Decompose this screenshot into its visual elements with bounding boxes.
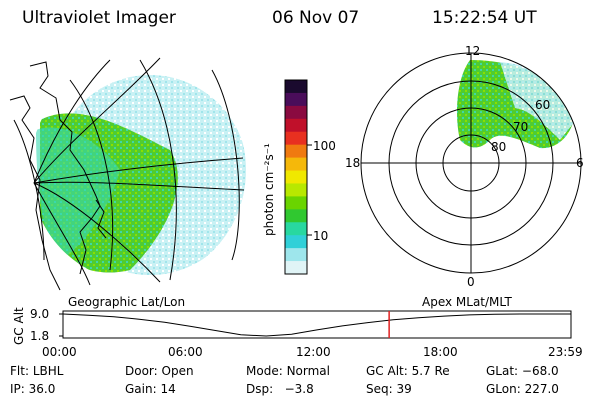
polar-plot (360, 52, 582, 274)
geo-auroral-image (36, 75, 246, 275)
instrument-title: Ultraviolet Imager (22, 8, 176, 28)
time-tick-1800: 18:00 (423, 345, 458, 359)
colorbar-segment (285, 170, 307, 184)
info-value: −68.0 (521, 364, 559, 378)
info-field: GLat: −68.0 (486, 364, 559, 378)
info-key: Mode: (246, 364, 287, 378)
colorbar-segment (285, 131, 307, 146)
info-field: Door: Open (125, 364, 194, 378)
time-tick-2359: 23:59 (548, 345, 583, 359)
colorbar-segment (285, 157, 307, 172)
info-field: GC Alt: 5.7 Re (366, 364, 450, 378)
apex-label: Apex MLat/MLT (422, 295, 512, 309)
colorbar-segment (285, 118, 307, 133)
info-key: Seq: (366, 382, 397, 396)
info-field: Gain: 14 (125, 382, 176, 396)
mlt-label-18: 18 (345, 156, 361, 170)
time-tick-0600: 06:00 (168, 345, 203, 359)
colorbar-segment (285, 196, 307, 210)
colorbar-segment (285, 222, 307, 236)
image-time: 15:22:54 UT (432, 8, 537, 28)
time-tick-1200: 12:00 (296, 345, 331, 359)
info-value: 5.7 Re (411, 364, 450, 378)
info-value: LBHL (32, 364, 64, 378)
mlat-ring-80: 80 (491, 140, 507, 154)
geo-grid (13, 57, 245, 286)
coastlines (9, 61, 107, 291)
alt-tick-9: 9.0 (30, 307, 50, 321)
info-value: 227.0 (524, 382, 559, 396)
mlat-ring-60: 60 (535, 98, 551, 112)
info-value: 36.0 (28, 382, 56, 396)
info-field: Seq: 39 (366, 382, 412, 396)
colorbar-unit: photon cm⁻²s⁻¹ (262, 143, 276, 236)
alt-tick-1-8: 1.8 (30, 329, 50, 343)
image-date: 06 Nov 07 (272, 8, 360, 28)
colorbar-segment (285, 105, 307, 120)
colorbar-segment (285, 248, 307, 262)
colorbar-segment (285, 92, 307, 107)
mlt-label-12: 12 (465, 44, 481, 58)
mlt-label-0: 0 (467, 275, 475, 289)
info-key: GLon: (486, 382, 525, 396)
colorbar-segment (285, 80, 307, 94)
colorbar-label-10: 10 (313, 229, 329, 243)
info-value: Normal (286, 364, 330, 378)
info-value: −3.8 (276, 382, 314, 396)
timeline-frame (62, 310, 572, 339)
info-value: 14 (160, 382, 176, 396)
geographic-label: Geographic Lat/Lon (68, 295, 186, 309)
info-key: GLat: (486, 364, 522, 378)
colorbar-segment (285, 209, 307, 223)
time-tick-0000: 00:00 (42, 345, 77, 359)
info-field: Dsp: −3.8 (246, 382, 314, 396)
colorbar-label-100: 100 (313, 139, 336, 153)
info-key: IP: (10, 382, 29, 396)
mlt-label-6: 6 (576, 156, 584, 170)
info-key: Dsp: (246, 382, 277, 396)
colorbar-segment (285, 261, 307, 275)
altitude-curve (62, 313, 571, 337)
colorbar-segment (285, 144, 307, 159)
colorbar (285, 80, 307, 275)
info-value: Open (161, 364, 194, 378)
info-field: GLon: 227.0 (486, 382, 559, 396)
gc-alt-axis-label: GC Alt (12, 307, 26, 345)
info-value: 39 (396, 382, 412, 396)
mlat-ring-70: 70 (513, 120, 529, 134)
colorbar-segment (285, 183, 307, 197)
colorbar-segment (285, 235, 307, 249)
info-key: Gain: (125, 382, 161, 396)
info-field: IP: 36.0 (10, 382, 55, 396)
info-field: Mode: Normal (246, 364, 330, 378)
info-key: GC Alt: (366, 364, 412, 378)
colorbar-frame (284, 79, 308, 275)
info-field: Flt: LBHL (10, 364, 63, 378)
info-key: Door: (125, 364, 162, 378)
info-key: Flt: (10, 364, 33, 378)
